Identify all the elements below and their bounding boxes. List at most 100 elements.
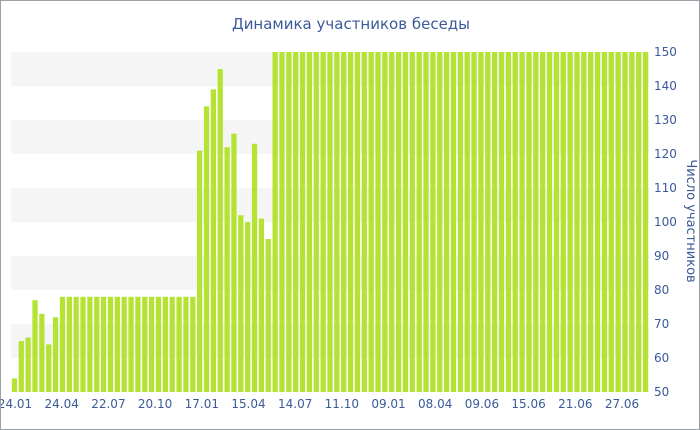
- bar: [52, 317, 59, 392]
- bar: [354, 52, 361, 392]
- y-tick-labels: 50 60 70 80 90 100 110 120 130 140 150: [654, 45, 677, 399]
- y-tick-label: 120: [654, 147, 677, 161]
- bar: [389, 52, 395, 392]
- bar: [258, 218, 265, 392]
- bar: [567, 52, 573, 392]
- bar: [293, 52, 299, 392]
- y-tick-label: 50: [654, 385, 669, 399]
- bar: [39, 313, 45, 392]
- y-tick-label: 80: [654, 283, 669, 297]
- bar: [299, 52, 306, 392]
- bar: [498, 52, 505, 392]
- x-tick-label: 09.06: [465, 397, 499, 411]
- bar: [46, 344, 52, 392]
- bar: [615, 52, 621, 392]
- bar: [642, 52, 649, 392]
- bar: [80, 296, 86, 392]
- bar: [306, 52, 313, 392]
- bar: [594, 52, 601, 392]
- bar: [320, 52, 326, 392]
- bar: [588, 52, 594, 392]
- bar: [128, 296, 134, 392]
- bar: [279, 52, 285, 392]
- bar: [519, 52, 525, 392]
- x-tick-label: 24.01: [1, 397, 32, 411]
- x-tick-label: 09.01: [371, 397, 405, 411]
- bar: [190, 296, 196, 392]
- x-tick-label: 15.06: [511, 397, 545, 411]
- y-tick-label: 140: [654, 79, 677, 93]
- bar: [210, 89, 217, 393]
- bars: [11, 52, 649, 393]
- bar: [382, 52, 388, 392]
- y-tick-label: 100: [654, 215, 677, 229]
- bar: [66, 296, 72, 392]
- bar: [176, 296, 182, 392]
- bar: [334, 52, 340, 392]
- bar: [73, 296, 79, 392]
- bar: [450, 52, 457, 392]
- bar: [402, 52, 409, 392]
- x-tick-label: 15.04: [231, 397, 265, 411]
- bar: [327, 52, 333, 392]
- bar: [437, 52, 443, 392]
- x-tick-label: 11.10: [325, 397, 359, 411]
- bar: [224, 147, 230, 392]
- bar: [87, 296, 93, 392]
- x-tick-label: 14.07: [278, 397, 312, 411]
- bar: [142, 296, 148, 392]
- bar: [251, 143, 258, 392]
- bar: [238, 215, 244, 392]
- bar: [155, 296, 162, 392]
- bar: [526, 52, 532, 392]
- bar: [409, 52, 415, 392]
- bar: [553, 52, 560, 392]
- bar: [430, 52, 436, 392]
- bar: [32, 300, 38, 392]
- bar: [231, 133, 237, 392]
- x-tick-label: 22.07: [91, 397, 125, 411]
- bar: [629, 52, 635, 392]
- bar: [217, 69, 223, 392]
- x-tick-label: 21.06: [558, 397, 592, 411]
- bar: [560, 52, 566, 392]
- bar: [25, 337, 31, 392]
- x-tick-label: 08.04: [418, 397, 452, 411]
- bar: [505, 52, 511, 392]
- bar: [361, 52, 367, 392]
- bar: [464, 52, 470, 392]
- bar: [540, 52, 546, 392]
- y-tick-label: 90: [654, 249, 669, 263]
- bar: [471, 52, 477, 392]
- bar: [574, 52, 580, 392]
- bar: [485, 52, 491, 392]
- bar: [59, 296, 66, 392]
- bar: [203, 106, 210, 393]
- bar: [341, 52, 347, 392]
- bar: [416, 52, 422, 392]
- bar: [169, 296, 175, 392]
- x-tick-label: 20.10: [138, 397, 172, 411]
- bar: [478, 52, 484, 392]
- bar: [18, 341, 24, 392]
- bar: [622, 52, 628, 392]
- bar: [423, 52, 429, 392]
- y-tick-label: 60: [654, 351, 669, 365]
- bar: [512, 52, 518, 392]
- x-tick-label: 24.04: [45, 397, 79, 411]
- y-tick-label: 110: [654, 181, 677, 195]
- bar: [149, 296, 155, 392]
- bar: [395, 52, 402, 392]
- x-tick-label: 27.06: [605, 397, 639, 411]
- bar: [368, 52, 374, 392]
- y-axis-label: Число участников: [683, 159, 698, 282]
- bar: [581, 52, 587, 392]
- bar: [162, 296, 168, 392]
- bar: [313, 52, 319, 392]
- bar: [265, 239, 271, 392]
- bar: [608, 52, 614, 392]
- y-tick-label: 130: [654, 113, 677, 127]
- bar: [135, 296, 141, 392]
- bar: [183, 296, 189, 392]
- bar: [107, 296, 114, 392]
